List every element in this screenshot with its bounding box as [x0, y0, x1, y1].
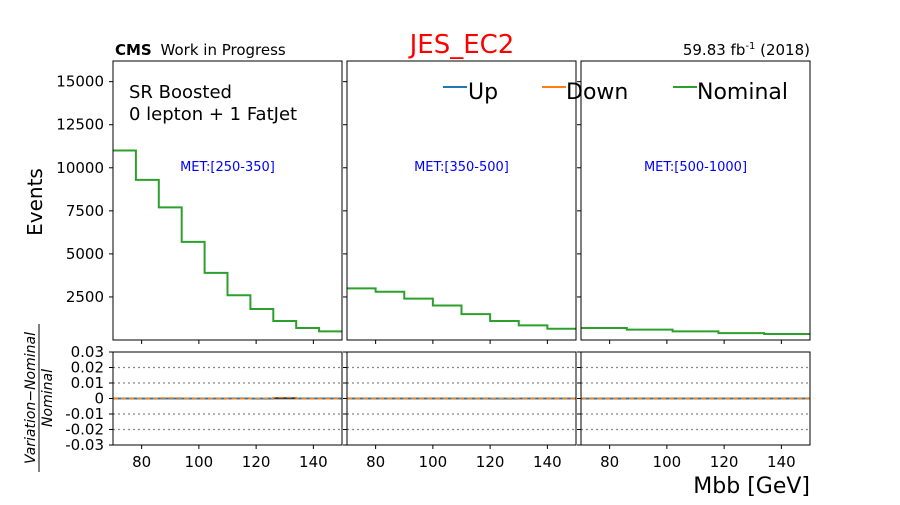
chart-title: JES_EC2: [408, 30, 515, 60]
ratio-tick-label: 0.03: [71, 343, 104, 361]
x-tick-label: 140: [299, 453, 328, 471]
x-tick-label: 120: [242, 453, 271, 471]
panel-2: 80 100 120 140 MET:[350-500]: [343, 61, 576, 471]
legend: Up Down Nominal: [443, 80, 788, 105]
ratio-tick-label: -0.02: [65, 421, 104, 439]
series-nominal: [581, 328, 810, 334]
x-tick-label: 140: [767, 453, 796, 471]
lumi-value: 59.83 fb: [683, 41, 746, 59]
x-tick-label: 100: [185, 453, 214, 471]
y-axis-label-events: Events: [23, 168, 47, 236]
y-tick-label: 2500: [66, 288, 104, 306]
region-line-1: SR Boosted: [129, 82, 232, 103]
x-tick-label: 120: [710, 453, 739, 471]
ratio-tick-label: -0.01: [65, 405, 104, 423]
x-tick-label: 80: [600, 453, 619, 471]
y-tick-label: 12500: [56, 116, 104, 134]
ratio-label-numerator: Variation−Nominal: [23, 332, 39, 464]
top-panel-frame: [347, 61, 576, 340]
y-tick-label: 15000: [56, 73, 104, 91]
y-tick-label: 5000: [66, 245, 104, 263]
legend-up-label: Up: [468, 80, 498, 105]
x-tick-label: 100: [419, 453, 448, 471]
ratio-tick-label: 0.02: [71, 359, 104, 377]
series-nominal: [347, 288, 576, 328]
x-axis-label: Mbb [GeV]: [693, 474, 810, 499]
x-tick-label: 80: [366, 453, 385, 471]
y-axis-label-ratio: Variation−Nominal Nominal: [23, 324, 56, 472]
y-tick-label: 7500: [66, 202, 104, 220]
met-bin-label: MET:[500-1000]: [644, 160, 747, 175]
lumi-label: 59.83 fb-1 (2018): [683, 41, 810, 59]
region-line-2: 0 lepton + 1 FatJet: [129, 104, 297, 125]
x-tick-label: 80: [132, 453, 151, 471]
x-tick-label: 100: [653, 453, 682, 471]
x-tick-label: 120: [476, 453, 505, 471]
panel-3: 80 100 120 140 MET:[500-1000]: [577, 61, 810, 471]
legend-down-label: Down: [566, 80, 628, 105]
y-tick-label: 10000: [56, 159, 104, 177]
series-nominal: [113, 151, 342, 332]
cms-bold: CMS: [115, 41, 152, 59]
ratio-tick-label: 0: [94, 390, 104, 408]
lumi-unit-sup: -1: [745, 41, 755, 52]
met-bin-label: MET:[350-500]: [414, 160, 509, 175]
met-bin-label: MET:[250-350]: [180, 160, 275, 175]
x-tick-label: 140: [533, 453, 562, 471]
cms-label: CMS Work in Progress: [115, 41, 286, 59]
ratio-label-denominator: Nominal: [40, 369, 56, 427]
lumi-year: (2018): [755, 41, 810, 59]
ratio-tick-label: 0.01: [71, 374, 104, 392]
cms-wip: Work in Progress: [161, 41, 286, 59]
legend-nominal-label: Nominal: [697, 80, 788, 105]
ratio-tick-label: -0.03: [65, 436, 104, 454]
